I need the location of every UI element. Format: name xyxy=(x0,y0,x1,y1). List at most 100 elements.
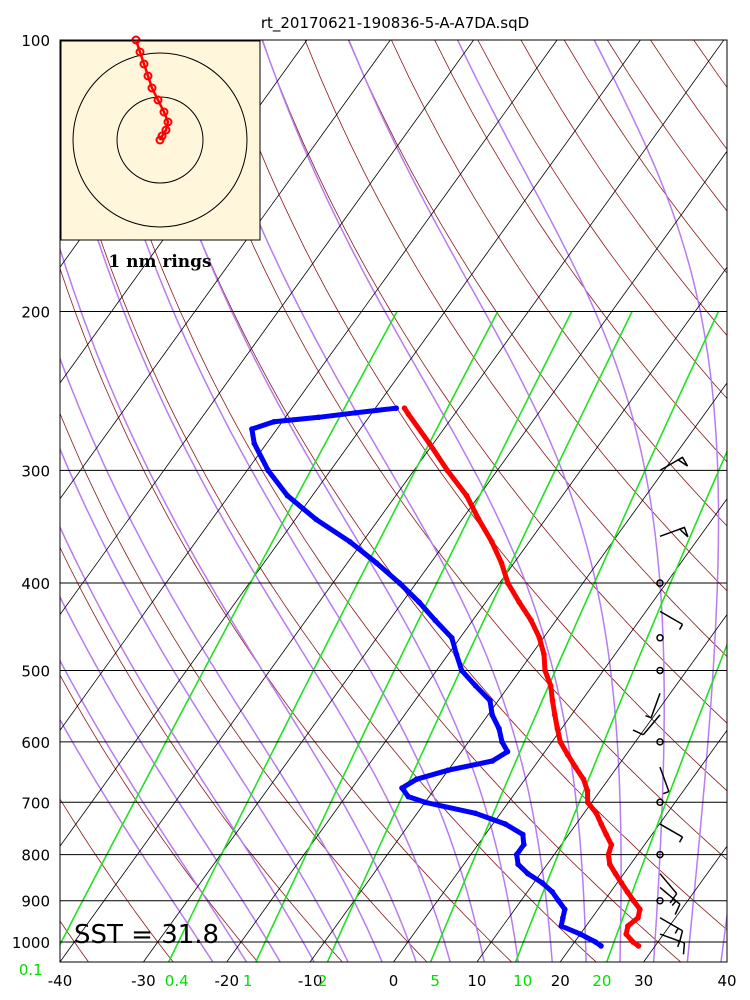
temperature-profile-point xyxy=(598,821,604,827)
moist-adiabat xyxy=(60,356,383,962)
dry-adiabat xyxy=(60,798,174,962)
moist-adiabat xyxy=(593,40,720,962)
hodograph-ring xyxy=(72,52,248,228)
temperature-tick-label: 30 xyxy=(634,972,653,990)
dry-adiabat xyxy=(606,40,727,212)
wind-barb xyxy=(656,579,664,587)
temperature-profile-point xyxy=(557,739,564,745)
isotherm xyxy=(559,729,727,962)
isotherm xyxy=(142,150,727,962)
hodograph-point xyxy=(163,117,173,127)
moist-adiabat xyxy=(191,40,553,962)
dewpoint-profile-point xyxy=(316,414,322,421)
pressure-tick-label: 200 xyxy=(21,304,50,322)
wind-barb xyxy=(659,456,689,472)
dewpoint-profile-point xyxy=(520,831,526,838)
temperature-profile-point xyxy=(623,931,629,937)
dry-adiabat xyxy=(390,40,727,527)
dewpoint-profile-point xyxy=(499,739,505,745)
dewpoint-profile-point xyxy=(399,785,405,791)
mixing-ratio-label: 20 xyxy=(592,972,611,990)
dewpoint-profile-point xyxy=(504,748,511,755)
pressure-tick-label: 700 xyxy=(21,794,50,812)
chart-title: rt_20170621-190836-5-A-A7DA.sqD xyxy=(261,14,529,33)
dry-adiabat xyxy=(175,40,727,861)
pressure-tick-label: 900 xyxy=(21,893,50,911)
plot-frame xyxy=(59,39,728,963)
temperature-tick-label: -30 xyxy=(131,972,156,990)
temperature-profile-point xyxy=(541,651,547,658)
temperature-profile-point xyxy=(608,841,615,848)
temperature-profile-point xyxy=(630,939,636,945)
mixing-ratio-line xyxy=(605,642,727,962)
temperature-profile-point xyxy=(618,880,625,886)
dewpoint-profile-point xyxy=(265,467,271,474)
dewpoint-profile-point xyxy=(445,767,452,773)
wind-barb xyxy=(659,526,689,538)
dewpoint-profile-point xyxy=(496,725,502,732)
wind-barb xyxy=(656,634,664,642)
hodograph-point xyxy=(143,71,153,81)
pressure-tick-label: 500 xyxy=(21,662,50,680)
dry-adiabat xyxy=(261,40,727,724)
dry-adiabat xyxy=(88,40,682,962)
wind-barb xyxy=(659,886,681,915)
temperature-profile-point xyxy=(612,870,619,877)
dewpoint-profile-point xyxy=(432,617,439,624)
pressure-tick-label: 400 xyxy=(21,575,50,593)
temperature-profile-point xyxy=(554,725,561,732)
dewpoint-profile-point xyxy=(525,870,531,877)
mixing-ratio-label: 0.1 xyxy=(19,961,43,979)
moist-adiabat xyxy=(60,447,349,962)
isotherm xyxy=(60,40,475,616)
temperature-profile-point xyxy=(552,712,558,718)
mixing-ratio-line xyxy=(514,449,727,962)
dewpoint-profile-point xyxy=(396,580,403,586)
temperature-tick-label: 40 xyxy=(717,972,736,990)
dewpoint-profile-point xyxy=(489,712,496,718)
dewpoint-profile-point xyxy=(352,410,359,416)
dewpoint-profile-point xyxy=(249,426,255,432)
temperature-profile-point xyxy=(463,492,470,499)
profile-layer xyxy=(249,405,643,949)
dewpoint-profile-point xyxy=(489,758,496,764)
isotherm xyxy=(309,382,727,962)
hodograph-point xyxy=(147,83,157,93)
hodograph-point xyxy=(135,47,145,57)
dewpoint-profile-point xyxy=(393,405,400,412)
dewpoint-profile-point xyxy=(487,697,493,704)
moist-adiabat xyxy=(720,909,727,962)
mixing-ratio-label: 0.4 xyxy=(165,972,189,990)
hodograph-point xyxy=(139,59,149,69)
temperature-profile-point xyxy=(624,889,631,895)
temperature-profile-point xyxy=(505,580,511,586)
dewpoint-profile-point xyxy=(453,651,460,658)
dry-adiabat xyxy=(60,100,597,962)
hodograph-panel xyxy=(60,40,261,241)
mixing-ratio-label: 2 xyxy=(318,972,328,990)
dewpoint-profile-point xyxy=(422,799,428,806)
pressure-tick-label: 100 xyxy=(21,32,50,50)
moist-adiabat xyxy=(60,102,451,962)
dry-adiabat xyxy=(434,40,727,463)
temperature-profile-point xyxy=(536,635,543,641)
hodograph-point xyxy=(153,95,163,105)
temperature-tick-label: 0 xyxy=(389,972,399,990)
wind-barb xyxy=(656,798,664,807)
isotherm xyxy=(60,40,725,962)
dewpoint-profile-point xyxy=(472,683,479,689)
dry-adiabat xyxy=(218,40,727,792)
isotherm xyxy=(226,266,727,962)
temperature-tick-label: -40 xyxy=(48,972,73,990)
dry-adiabat xyxy=(693,40,727,88)
wind-barb xyxy=(659,933,686,955)
dewpoint-profile-point xyxy=(271,419,277,425)
dewpoint-profile-point xyxy=(555,897,562,904)
temperature-profile-point xyxy=(593,810,600,817)
dewpoint-profile-point xyxy=(449,635,455,641)
dry-adiabat xyxy=(131,40,727,931)
temperature-profile-point xyxy=(542,667,548,674)
temperature-profile-point xyxy=(498,560,505,566)
pressure-tick-label: 1000 xyxy=(12,934,50,952)
moist-adiabat xyxy=(60,659,248,962)
